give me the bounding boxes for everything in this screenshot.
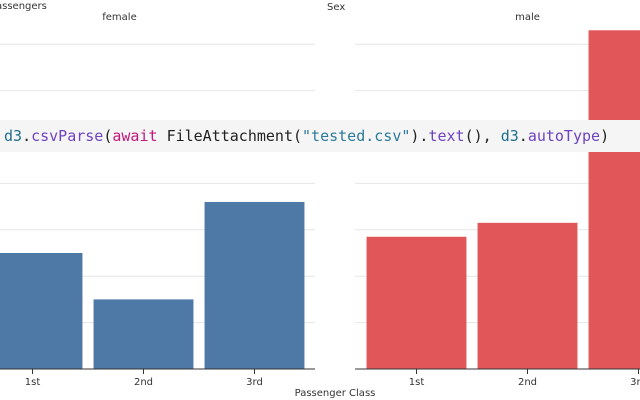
code-cell[interactable]: [0, 120, 640, 152]
x-axis-label: Passenger Class: [295, 388, 376, 399]
code-token: ).: [410, 127, 428, 145]
code-token: .: [22, 127, 31, 145]
x-tick-label: 3rd: [246, 377, 263, 388]
x-tick-label: 2nd: [134, 377, 153, 388]
code-token: (: [293, 127, 302, 145]
bar: [93, 299, 194, 369]
facet-title: female: [102, 12, 136, 23]
code-text: d3.csvParse(await FileAttachment("tested…: [4, 127, 609, 145]
code-token: csvParse: [31, 127, 103, 145]
code-token: .: [519, 127, 528, 145]
code-token: ): [600, 127, 609, 145]
code-token: d3: [4, 127, 22, 145]
code-token: (: [103, 127, 112, 145]
bar: [588, 30, 640, 370]
facet-label: Sex: [327, 2, 345, 13]
code-token: await: [112, 127, 166, 145]
code-token: autoType: [528, 127, 600, 145]
charts: female 1st 2nd 3rd male 1st 2nd 3rd: [0, 12, 640, 388]
x-tick-label: 2nd: [518, 377, 537, 388]
bar: [366, 236, 467, 369]
bar: [204, 201, 305, 369]
code-token: "tested.csv": [302, 127, 410, 145]
bar: [477, 222, 578, 369]
code-token: d3: [501, 127, 519, 145]
code-token: text: [428, 127, 464, 145]
x-tick-label: 1st: [409, 377, 425, 388]
x-tick-label: 1st: [25, 377, 41, 388]
code-token: (),: [465, 127, 501, 145]
facet-title: male: [515, 12, 540, 23]
y-axis-label: assengers: [0, 1, 47, 12]
x-tick-label: 3rd: [630, 377, 640, 388]
bar: [0, 253, 83, 369]
code-token: FileAttachment: [167, 127, 293, 145]
